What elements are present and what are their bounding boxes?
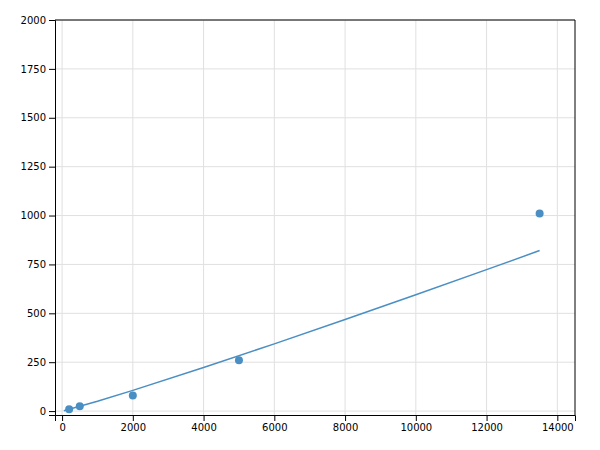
grid-line <box>55 362 575 363</box>
grid-line <box>486 20 487 415</box>
grid <box>55 20 575 415</box>
tick: 0 <box>40 406 55 417</box>
tick-mark <box>62 415 63 421</box>
tick-label: 500 <box>27 308 46 319</box>
tick: 6000 <box>262 415 287 433</box>
frame <box>55 20 575 21</box>
grid-line <box>55 264 575 265</box>
grid-line <box>203 20 204 415</box>
chart: 0 2000 4000 6000 8000 10000 12000 14000 0 250 500 7… <box>0 0 600 450</box>
tick-label: 10000 <box>400 422 432 433</box>
grid-line <box>557 20 558 415</box>
grid-line <box>55 117 575 118</box>
tick-label: 750 <box>27 259 46 270</box>
tick: 500 <box>27 308 55 319</box>
tick-mark <box>133 415 134 421</box>
tick-label: 8000 <box>333 422 358 433</box>
x-axis: 0 2000 4000 6000 8000 10000 12000 14000 <box>56 415 576 433</box>
tick-label: 1000 <box>21 210 46 221</box>
tick-mark <box>49 20 55 21</box>
tick-label: 6000 <box>262 422 287 433</box>
tick-label: 14000 <box>542 422 574 433</box>
tick-label: 2000 <box>121 422 146 433</box>
tick-label: 1750 <box>21 64 46 75</box>
axis-line <box>56 416 576 422</box>
tick-mark <box>49 264 55 265</box>
grid-line <box>415 20 416 415</box>
frame <box>575 20 576 415</box>
grid-line <box>55 68 575 69</box>
tick-label: 0 <box>40 406 46 417</box>
tick: 8000 <box>333 415 358 433</box>
tick: 4000 <box>191 415 216 433</box>
tick: 1250 <box>21 161 55 172</box>
tick: 14000 <box>542 415 574 433</box>
tick-label: 4000 <box>191 422 216 433</box>
tick-mark <box>557 415 558 421</box>
tick: 2000 <box>121 415 146 433</box>
grid-line <box>55 411 575 412</box>
tick: 1750 <box>21 64 55 75</box>
point <box>65 405 73 413</box>
tick-label: 1500 <box>21 112 46 123</box>
grid-line <box>132 20 133 415</box>
tick-mark <box>49 69 55 70</box>
grid-line <box>55 166 575 167</box>
tick-label: 12000 <box>471 422 503 433</box>
tick: 1000 <box>21 210 55 221</box>
grid-line <box>55 215 575 216</box>
point <box>129 391 137 399</box>
tick: 0 <box>59 415 65 433</box>
axis-line <box>49 21 56 416</box>
grid-line <box>55 313 575 314</box>
tick: 10000 <box>400 415 432 433</box>
tick: 2000 <box>21 15 55 26</box>
grid-line <box>345 20 346 415</box>
tick-mark <box>49 411 55 412</box>
tick-label: 1250 <box>21 161 46 172</box>
fit-line <box>64 251 540 411</box>
grid-line <box>274 20 275 415</box>
point <box>235 356 243 364</box>
tick-mark <box>204 415 205 421</box>
tick-mark <box>274 415 275 421</box>
tick-mark <box>345 415 346 421</box>
tick-mark <box>416 415 417 421</box>
tick-mark <box>487 415 488 421</box>
plot: 0 2000 4000 6000 8000 10000 12000 14000 0 250 500 7… <box>21 15 576 433</box>
tick-mark <box>49 216 55 217</box>
point <box>76 402 84 410</box>
tick: 750 <box>27 259 55 270</box>
tick-mark <box>49 313 55 314</box>
tick-label: 250 <box>27 357 46 368</box>
tick: 1500 <box>21 112 55 123</box>
point <box>536 210 544 218</box>
tick-label: 2000 <box>21 15 46 26</box>
tick-mark <box>49 167 55 168</box>
tick-label: 0 <box>59 422 65 433</box>
tick-mark <box>49 362 55 363</box>
tick-mark <box>49 118 55 119</box>
y-axis: 0 250 500 750 1000 1250 1500 1750 2000 <box>21 15 56 417</box>
grid-line <box>62 20 63 415</box>
grid-line <box>55 20 575 21</box>
marks <box>64 210 544 414</box>
tick: 250 <box>27 357 55 368</box>
tick: 12000 <box>471 415 503 433</box>
